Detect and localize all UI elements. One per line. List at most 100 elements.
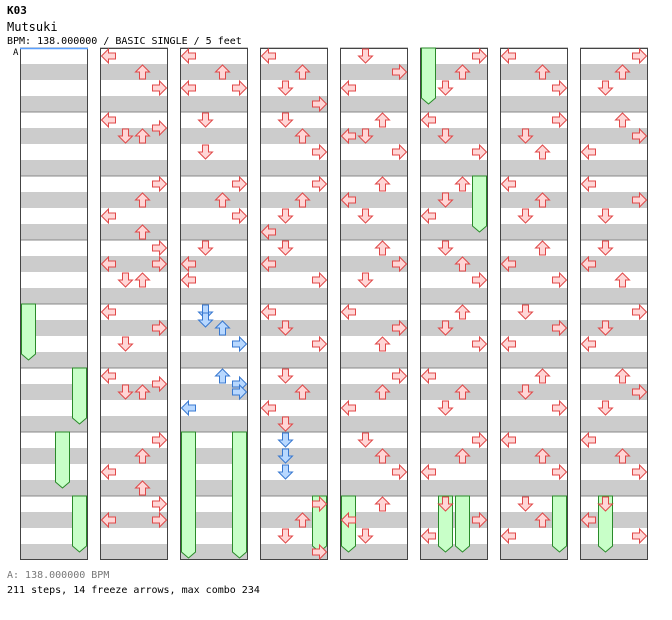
beat-stripe	[20, 384, 88, 400]
step-arrow-right	[152, 239, 168, 257]
beat-stripe	[260, 256, 328, 272]
step-arrow-right	[552, 399, 568, 417]
beat-stripe	[340, 320, 408, 336]
step-arrow-right	[232, 79, 248, 97]
beat-stripe	[580, 288, 648, 304]
step-arrow-down	[437, 80, 454, 96]
beat-stripe	[420, 512, 488, 528]
beat-stripe	[500, 128, 568, 144]
step-arrow-left	[100, 207, 116, 225]
beat-stripe	[260, 224, 328, 240]
step-arrow-left	[340, 79, 356, 97]
beat-stripe	[420, 416, 488, 432]
beat-stripe	[340, 160, 408, 176]
step-arrow-right	[312, 175, 328, 193]
beat-stripe	[340, 128, 408, 144]
freeze-arrow	[72, 495, 87, 553]
step-arrow-right	[152, 255, 168, 273]
step-arrow-up	[374, 176, 391, 192]
step-arrow-down	[197, 112, 214, 128]
beat-stripe	[580, 352, 648, 368]
step-arrow-down	[197, 144, 214, 160]
step-arrow-left	[100, 47, 116, 65]
beat-stripe	[500, 320, 568, 336]
beat-stripe	[580, 160, 648, 176]
step-arrow-up	[214, 320, 231, 336]
step-arrow-up	[294, 384, 311, 400]
beat-stripe	[180, 128, 248, 144]
step-arrow-up	[454, 448, 471, 464]
beat-stripe	[260, 384, 328, 400]
beat-stripe	[180, 288, 248, 304]
beat-stripe	[180, 320, 248, 336]
step-arrow-right	[632, 383, 648, 401]
freeze-arrow	[598, 495, 613, 553]
beat-stripe	[20, 256, 88, 272]
beat-stripe	[20, 480, 88, 496]
beat-stripe	[180, 352, 248, 368]
step-arrow-down	[277, 464, 294, 480]
beat-stripe	[20, 128, 88, 144]
beat-stripe	[180, 512, 248, 528]
beat-stripe	[340, 512, 408, 528]
beat-stripe	[340, 448, 408, 464]
beat-stripe	[260, 160, 328, 176]
step-arrow-left	[180, 47, 196, 65]
step-arrow-up	[134, 480, 151, 496]
beat-stripe	[580, 128, 648, 144]
step-arrow-right	[472, 47, 488, 65]
beat-stripe	[420, 448, 488, 464]
beat-stripe	[500, 64, 568, 80]
step-arrow-down	[277, 416, 294, 432]
beat-stripe	[20, 512, 88, 528]
beat-stripe	[260, 288, 328, 304]
beat-stripe	[100, 288, 168, 304]
beat-stripe	[500, 288, 568, 304]
step-arrow-left	[420, 111, 436, 129]
beat-stripe	[500, 416, 568, 432]
step-arrow-left	[180, 271, 196, 289]
step-arrow-left	[260, 303, 276, 321]
beat-stripe	[500, 352, 568, 368]
beat-stripe	[20, 288, 88, 304]
beat-stripe	[100, 96, 168, 112]
step-arrow-left	[420, 207, 436, 225]
step-arrow-right	[632, 303, 648, 321]
beat-stripe	[500, 224, 568, 240]
step-arrow-down	[277, 448, 294, 464]
step-arrow-right	[552, 79, 568, 97]
step-arrow-left	[260, 223, 276, 241]
step-arrow-up	[134, 448, 151, 464]
step-arrow-down	[357, 128, 374, 144]
beat-stripe	[580, 256, 648, 272]
step-arrow-left	[340, 399, 356, 417]
step-arrow-up	[534, 448, 551, 464]
step-arrow-up	[374, 496, 391, 512]
beat-stripe	[340, 64, 408, 80]
step-arrow-up	[614, 272, 631, 288]
beat-stripe	[260, 64, 328, 80]
beat-stripe	[500, 384, 568, 400]
beat-stripe	[580, 224, 648, 240]
beat-stripe	[580, 416, 648, 432]
step-arrow-right	[472, 431, 488, 449]
beat-stripe	[340, 96, 408, 112]
step-arrow-right	[632, 527, 648, 545]
step-arrow-up	[134, 384, 151, 400]
column-border	[580, 48, 648, 560]
beat-stripe	[340, 544, 408, 560]
step-arrow-down	[357, 432, 374, 448]
step-arrow-down	[117, 336, 134, 352]
step-arrow-left	[340, 511, 356, 529]
step-arrow-up	[534, 240, 551, 256]
step-arrow-left	[180, 255, 196, 273]
step-arrow-up	[374, 384, 391, 400]
beat-stripe	[100, 160, 168, 176]
beat-stripe	[260, 352, 328, 368]
beat-stripe	[20, 160, 88, 176]
step-arrow-left	[420, 527, 436, 545]
step-arrow-right	[312, 143, 328, 161]
step-arrow-down	[437, 128, 454, 144]
step-arrow-left	[260, 399, 276, 417]
beat-stripe	[500, 512, 568, 528]
